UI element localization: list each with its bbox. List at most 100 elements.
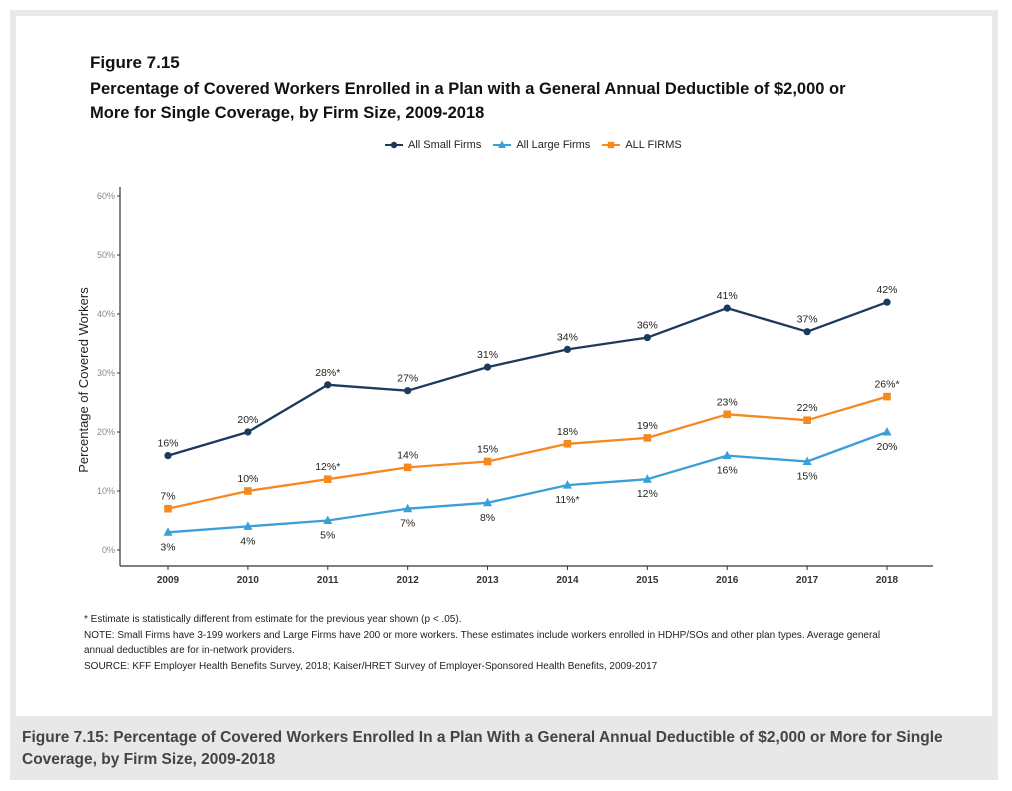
y-tick-label: 0% xyxy=(102,545,115,555)
y-tick-label: 30% xyxy=(97,368,115,378)
all-large-firms-point xyxy=(802,456,812,465)
all-large-firms-data-label: 7% xyxy=(400,518,415,530)
x-tick-label: 2013 xyxy=(476,575,499,586)
all-firms-point xyxy=(403,463,412,472)
all-large-firms-data-label: 3% xyxy=(160,541,175,553)
all-large-firms-data-label: 12% xyxy=(637,488,658,500)
legend-label: ALL FIRMS xyxy=(625,139,682,151)
all-small-firms-point xyxy=(483,363,492,371)
y-tick-label: 20% xyxy=(97,427,115,437)
chart-panel xyxy=(16,16,992,716)
all-large-firms-point xyxy=(403,503,413,513)
all-small-firms-point xyxy=(723,304,731,312)
all-large-firms-point xyxy=(483,497,493,507)
all-small-firms-point xyxy=(883,298,891,306)
all-small-firms-data-label: 34% xyxy=(557,331,578,343)
all-firms-point xyxy=(723,410,732,419)
x-tick-label: 2018 xyxy=(876,575,899,586)
all-small-firms-point xyxy=(563,345,572,353)
all-firms-point xyxy=(563,440,572,448)
chart-notes: * Estimate is statistically different fr… xyxy=(84,612,884,674)
all-large-firms-point xyxy=(163,527,173,536)
all-firms-line xyxy=(167,395,888,510)
x-tick-label: 2017 xyxy=(796,575,819,586)
all-firms-point xyxy=(164,504,172,513)
legend-item-all-large-firms: All Large Firms xyxy=(493,139,590,151)
all-small-firms-data-label: 42% xyxy=(876,284,897,296)
all-firms-point xyxy=(883,392,891,401)
all-large-firms-point xyxy=(243,521,253,530)
y-tick-label: 40% xyxy=(97,309,115,319)
y-tick-label: 10% xyxy=(97,486,115,496)
all-firms-point xyxy=(323,475,332,483)
all-small-firms-line xyxy=(167,301,888,457)
all-firms-data-label: 10% xyxy=(237,473,258,485)
all-firms-data-label: 12%* xyxy=(315,461,340,473)
all-small-firms-point xyxy=(324,381,332,389)
all-firms-data-label: 15% xyxy=(477,444,498,456)
chart-legend: All Small Firms All Large Firms ALL FIRMS xyxy=(385,139,682,151)
figure-title: Percentage of Covered Workers Enrolled i… xyxy=(90,80,846,122)
all-firms-data-label: 23% xyxy=(717,396,738,408)
all-small-firms-data-label: 36% xyxy=(637,320,658,332)
x-tick-label: 2011 xyxy=(317,575,339,586)
all-firms-point xyxy=(244,487,252,495)
all-large-firms-point xyxy=(882,427,892,436)
all-large-firms-data-label: 15% xyxy=(797,471,818,483)
all-large-firms-data-label: 11%* xyxy=(555,494,579,506)
all-large-firms-data-label: 20% xyxy=(876,441,897,453)
all-large-firms-line xyxy=(167,430,888,534)
all-large-firms-point xyxy=(323,515,333,524)
legend-swatch-icon xyxy=(602,141,621,149)
x-tick-label: 2012 xyxy=(397,575,420,586)
all-small-firms-point xyxy=(643,334,651,342)
all-large-firms-data-label: 4% xyxy=(240,535,255,547)
legend-item-all-small-firms: All Small Firms xyxy=(385,139,481,151)
all-small-firms-data-label: 37% xyxy=(797,314,818,326)
all-firms-data-label: 18% xyxy=(557,426,578,438)
legend-swatch-icon xyxy=(493,140,512,148)
figure-label: Figure 7.15 xyxy=(90,53,180,72)
all-small-firms-data-label: 28%* xyxy=(315,367,340,379)
all-large-firms-point xyxy=(722,450,732,460)
y-tick-label: 60% xyxy=(97,191,115,201)
x-tick-label: 2014 xyxy=(556,575,579,586)
all-small-firms-data-label: 41% xyxy=(717,290,738,302)
y-axis-title: Percentage of Covered Workers xyxy=(76,287,91,473)
all-large-firms-data-label: 5% xyxy=(320,530,335,542)
note-firm-size: NOTE: Small Firms have 3-199 workers and… xyxy=(84,629,881,657)
note-significance: * Estimate is statistically different fr… xyxy=(84,614,462,625)
all-firms-point xyxy=(643,434,652,442)
legend-label: All Large Firms xyxy=(516,139,591,151)
all-small-firms-data-label: 20% xyxy=(237,414,258,426)
all-firms-data-label: 22% xyxy=(797,402,818,414)
x-tick-label: 2010 xyxy=(237,575,260,586)
y-tick-label: 50% xyxy=(97,250,115,260)
all-large-firms-data-label: 8% xyxy=(480,512,495,524)
legend-label: All Small Firms xyxy=(408,139,482,151)
x-tick-label: 2016 xyxy=(716,575,739,586)
all-firms-point xyxy=(483,457,492,466)
all-small-firms-point xyxy=(244,428,252,436)
all-large-firms-point xyxy=(642,474,652,483)
all-firms-data-label: 7% xyxy=(160,491,175,503)
all-firms-data-label: 19% xyxy=(637,420,658,432)
all-firms-data-label: 14% xyxy=(397,449,418,461)
all-small-firms-data-label: 31% xyxy=(477,349,498,361)
x-tick-label: 2009 xyxy=(157,575,180,586)
all-small-firms-point xyxy=(164,452,172,460)
all-large-firms-point xyxy=(562,480,572,489)
legend-item-all-firms: ALL FIRMS xyxy=(602,139,682,151)
all-small-firms-data-label: 16% xyxy=(157,438,178,450)
all-small-firms-data-label: 27% xyxy=(397,373,418,385)
all-small-firms-point xyxy=(404,387,412,395)
all-firms-data-label: 26%* xyxy=(874,379,899,391)
figure-caption: Figure 7.15: Percentage of Covered Worke… xyxy=(22,729,943,768)
all-large-firms-data-label: 16% xyxy=(717,465,738,477)
all-firms-point xyxy=(803,416,811,424)
legend-swatch-icon xyxy=(385,141,403,149)
note-source: SOURCE: KFF Employer Health Benefits Sur… xyxy=(84,660,658,672)
all-small-firms-point xyxy=(803,328,811,336)
x-tick-label: 2015 xyxy=(636,575,659,586)
